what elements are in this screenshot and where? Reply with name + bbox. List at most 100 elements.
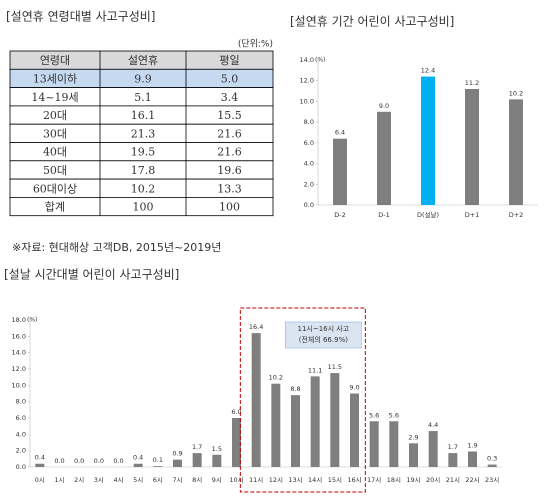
table-cell: 21.3 xyxy=(131,127,156,140)
value-label: 1.7 xyxy=(192,443,202,451)
value-label: 9.0 xyxy=(379,102,389,110)
bar xyxy=(468,451,477,467)
y-tick-label: 16.0 xyxy=(12,332,26,340)
table-cell: 합계 xyxy=(45,201,65,214)
value-label: 0.0 xyxy=(54,457,64,465)
table-cell: 19.6 xyxy=(217,164,242,177)
bar xyxy=(333,138,347,205)
y-tick-label: 18.0 xyxy=(12,316,26,324)
x-tick-label: D-1 xyxy=(378,211,390,219)
x-tick-label: 13시 xyxy=(288,476,302,484)
value-label: 2.9 xyxy=(408,433,418,441)
bar xyxy=(133,463,143,467)
x-tick-label: 7시 xyxy=(172,476,182,484)
value-label: 12.4 xyxy=(421,67,435,75)
table-cell: 5.0 xyxy=(221,72,239,85)
table-note: ※자료: 현대해상 고객DB, 2015년~2019년 xyxy=(12,240,221,254)
value-label: 16.4 xyxy=(249,323,263,331)
bar xyxy=(153,466,163,467)
bar xyxy=(173,459,182,467)
x-tick-label: 18시 xyxy=(387,476,401,484)
value-label: 0.1 xyxy=(153,456,163,464)
y-tick-label: 4.0 xyxy=(304,160,314,168)
bar xyxy=(330,373,340,467)
y-tick-label: 0.0 xyxy=(304,201,314,209)
x-tick-label: 23시 xyxy=(485,476,499,484)
value-label: 0.0 xyxy=(113,457,123,465)
x-tick-label: D(설날) xyxy=(417,210,439,219)
y-tick-label: 10.0 xyxy=(12,381,26,389)
y-tick-label: 4.0 xyxy=(16,430,26,438)
value-label: 9.0 xyxy=(349,384,359,392)
y-tick-label: 8.0 xyxy=(304,118,314,126)
y-tick-label: 10.0 xyxy=(300,97,314,105)
value-label: 11.2 xyxy=(465,79,479,87)
table-cell: 15.5 xyxy=(217,109,242,122)
table-cell: 10.2 xyxy=(131,182,156,195)
y-unit: (%) xyxy=(315,57,325,64)
value-label: 0.4 xyxy=(133,454,143,462)
value-label: 0.4 xyxy=(35,454,45,462)
value-label: 1.9 xyxy=(467,441,477,449)
x-tick-label: 22시 xyxy=(465,476,479,484)
y-tick-label: 8.0 xyxy=(16,398,26,406)
x-tick-label: 20시 xyxy=(426,476,440,484)
value-label: 5.6 xyxy=(369,411,379,419)
table-header: 연령대 xyxy=(40,54,70,67)
value-label: 0.3 xyxy=(487,455,497,463)
table-cell: 9.9 xyxy=(134,72,152,85)
table-unit: (단위:%) xyxy=(238,39,273,50)
chart-title: [설날 시간대별 어린이 사고구성비] xyxy=(4,268,179,282)
x-tick-label: 12시 xyxy=(269,476,283,484)
x-tick-label: 0시 xyxy=(35,476,45,484)
value-label: 1.7 xyxy=(448,443,458,451)
table-cell: 5.1 xyxy=(134,91,152,104)
table-cell: 50대 xyxy=(43,164,67,177)
table-cell: 40대 xyxy=(43,146,67,159)
table-cell: 100 xyxy=(219,201,240,214)
bar xyxy=(487,464,497,467)
value-label: 4.4 xyxy=(428,421,438,429)
table-title: [설연휴 연령대별 사고구성비] xyxy=(6,10,155,24)
y-unit: (%) xyxy=(27,317,37,324)
value-label: 10.2 xyxy=(269,374,283,382)
chart-title: [설연휴 기간 어린이 사고구성비] xyxy=(290,15,454,29)
annotation: 11시~16시 사고 xyxy=(297,324,349,333)
y-tick-label: 6.0 xyxy=(304,139,314,147)
bar xyxy=(389,421,399,467)
table-cell: 21.6 xyxy=(217,146,242,159)
annotation-box xyxy=(285,321,362,349)
table-cell: 21.6 xyxy=(217,127,242,140)
table-cell: 19.5 xyxy=(131,146,156,159)
bar xyxy=(232,418,241,467)
y-tick-label: 0.0 xyxy=(16,463,26,471)
x-tick-label: 5시 xyxy=(133,476,143,484)
bar xyxy=(465,89,479,205)
table-cell: 3.4 xyxy=(221,91,239,104)
bar xyxy=(271,383,281,467)
table-cell: 30대 xyxy=(43,127,67,140)
value-label: 10.2 xyxy=(509,89,523,97)
value-label: 0.0 xyxy=(74,457,84,465)
table-header: 설연휴 xyxy=(128,54,158,67)
table-cell: 17.8 xyxy=(131,164,156,177)
value-label: 11.1 xyxy=(308,366,322,374)
x-tick-label: 1시 xyxy=(54,476,64,484)
x-tick-label: D+1 xyxy=(465,211,480,219)
x-tick-label: 14시 xyxy=(308,476,322,484)
value-label: 6.4 xyxy=(335,129,345,137)
x-tick-label: 15시 xyxy=(328,476,342,484)
x-tick-label: 4시 xyxy=(113,476,123,484)
x-tick-label: 21시 xyxy=(446,476,460,484)
table-row-bg xyxy=(9,196,274,217)
value-label: 5.6 xyxy=(389,411,399,419)
bar xyxy=(350,393,359,467)
x-tick-label: 3시 xyxy=(94,476,104,484)
bar xyxy=(212,454,222,467)
table-cell: 13.3 xyxy=(217,182,242,195)
value-label: 8.8 xyxy=(290,385,300,393)
y-tick-label: 12.0 xyxy=(12,365,26,373)
bar xyxy=(35,463,45,467)
bar xyxy=(428,431,438,467)
x-tick-label: 16시 xyxy=(347,476,361,484)
